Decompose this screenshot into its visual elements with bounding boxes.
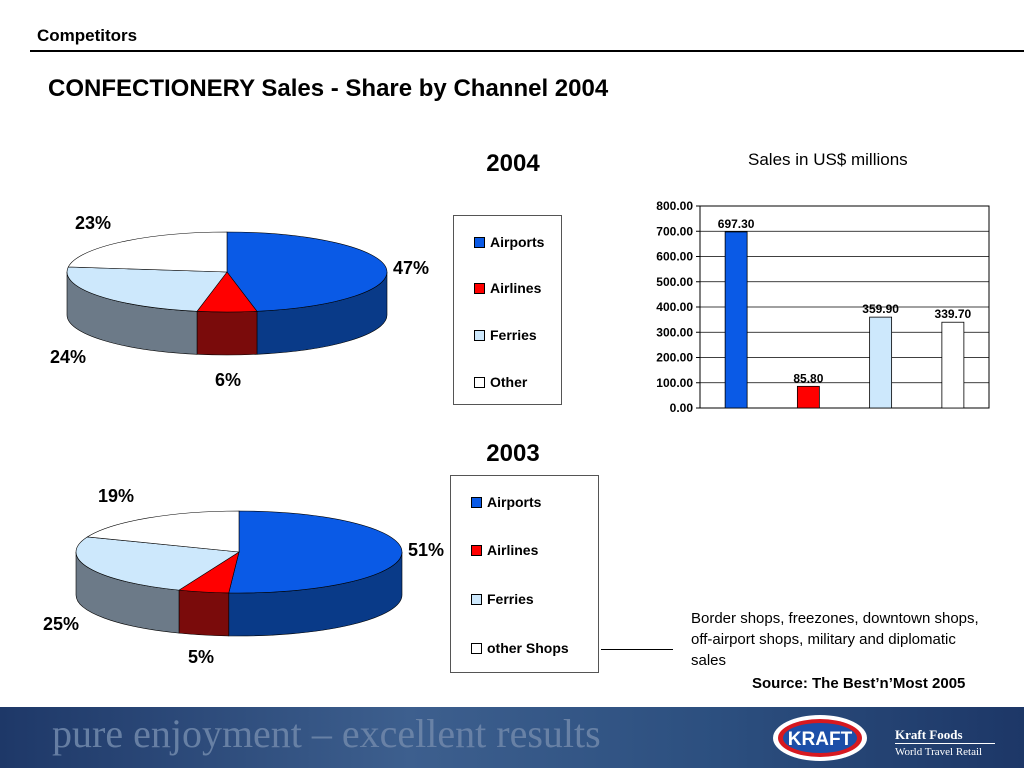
chart-title-2003: 2003 [486, 440, 540, 467]
pie-2004-label-other: 23% [75, 213, 112, 233]
pie-2003-label-other: 19% [98, 486, 135, 506]
legend-swatch-airports [474, 236, 485, 248]
pie-2003-label-airports: 51% [408, 540, 445, 560]
chart-title-2004: 2004 [486, 150, 540, 177]
section-label: Competitors [37, 26, 138, 45]
legend-swatch-ferries [471, 593, 482, 605]
pie-slice-ferries [75, 536, 240, 591]
y-tick-label: 800.00 [656, 199, 693, 213]
pie-side-airlines [196, 310, 258, 356]
legend-2004: Airports Airlines Ferries Other [453, 215, 562, 405]
pie-chart-2004 [66, 231, 388, 356]
legend-2003-ferries: Ferries [471, 591, 534, 607]
brand-divider [895, 743, 995, 744]
y-tick-label: 0.00 [670, 401, 694, 415]
header-divider [30, 50, 1024, 52]
bar-airports [724, 231, 748, 409]
pie-chart-2003 [75, 510, 403, 637]
legend-swatch-airports [471, 496, 482, 508]
other-shops-note: Border shops, freezones, downtown shops,… [691, 610, 979, 669]
bar-value-label-airlines: 85.80 [793, 371, 823, 385]
legend-2004-ferries: Ferries [474, 327, 537, 343]
pie-slice-airports [228, 510, 403, 594]
pie-2004-label-ferries: 24% [50, 347, 87, 367]
pie-slice-airports [226, 231, 388, 312]
bar-value-label-airports: 697.30 [718, 217, 755, 231]
y-tick-label: 100.00 [656, 376, 693, 390]
pie-slice-ferries [66, 266, 228, 312]
kraft-logo: KRAFT [773, 715, 867, 761]
legend-swatch-other [471, 642, 482, 654]
svg-text:KRAFT: KRAFT [788, 729, 853, 750]
pie-2003-label-ferries: 25% [43, 614, 80, 634]
note-connector-line [601, 649, 673, 650]
legend-2004-airlines: Airlines [474, 280, 541, 296]
bar-chart-title: Sales in US$ millions [748, 150, 908, 169]
legend-2004-airports: Airports [474, 234, 544, 250]
y-tick-label: 700.00 [656, 224, 693, 238]
pie-2004-label-airlines: 6% [215, 370, 242, 390]
bar-value-label-ferries: 359.90 [862, 302, 899, 316]
legend-2003-other: other Shops [471, 640, 569, 656]
bar-airlines [796, 385, 820, 409]
legend-swatch-airlines [471, 544, 482, 556]
legend-2003-airlines: Airlines [471, 542, 538, 558]
legend-swatch-ferries [474, 329, 485, 341]
source-note: Source: The Best’n’Most 2005 [752, 675, 966, 692]
pie-2004-label-airports: 47% [393, 258, 430, 278]
y-tick-label: 600.00 [656, 250, 693, 264]
y-tick-label: 200.00 [656, 351, 693, 365]
pie-slice-other [86, 510, 240, 553]
y-tick-label: 300.00 [656, 325, 693, 339]
footer-slogan: pure enjoyment – excellent results [52, 711, 601, 756]
legend-2004-other: Other [474, 374, 527, 390]
brand-name: Kraft Foods [895, 727, 963, 742]
bar-value-label-other: 339.70 [935, 307, 972, 321]
brand-division: World Travel Retail [895, 746, 983, 758]
legend-2003: Airports Airlines Ferries other Shops [450, 475, 599, 673]
bar-ferries [869, 316, 893, 409]
legend-2003-airports: Airports [471, 494, 541, 510]
bar-chart: 0.00 100.00 200.00 300.00 400.00 500.00 600.00… [656, 199, 990, 415]
legend-swatch-airlines [474, 282, 485, 294]
y-tick-label: 500.00 [656, 275, 693, 289]
pie-2003-label-airlines: 5% [188, 647, 215, 667]
pie-side-airlines [178, 589, 230, 637]
pie-slice-other [67, 231, 228, 273]
bar-other [941, 321, 965, 409]
y-tick-label: 400.00 [656, 300, 693, 314]
page-title: CONFECTIONERY Sales - Share by Channel 2… [48, 75, 609, 102]
legend-swatch-other [474, 376, 485, 388]
